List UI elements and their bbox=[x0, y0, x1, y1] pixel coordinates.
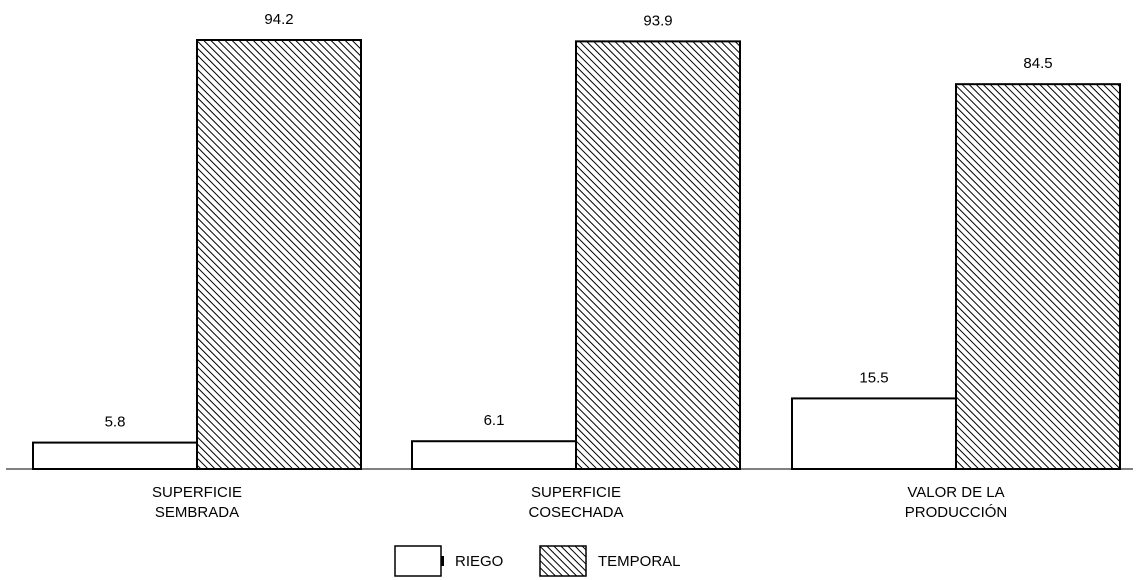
bars-group: 5.8 94.2 6.1 93.9 15.5 84.5 bbox=[32, 11, 1121, 471]
value-label-temporal-0: 94.2 bbox=[264, 11, 293, 28]
category-label-1-line-0: SUPERFICIE bbox=[531, 484, 621, 501]
value-label-riego-1: 6.1 bbox=[484, 412, 505, 429]
category-label-2-line-0: VALOR DE LA bbox=[907, 484, 1004, 501]
legend-swatch-temporal bbox=[539, 545, 587, 577]
category-label-0-line-0: SUPERFICIE bbox=[152, 484, 242, 501]
bar-temporal-2 bbox=[955, 83, 1121, 470]
value-label-temporal-1: 93.9 bbox=[643, 12, 672, 29]
legend-label-riego: RIEGO bbox=[455, 553, 503, 570]
category-label-2-line-1: PRODUCCIÓN bbox=[905, 504, 1008, 521]
legend-label-temporal: TEMPORAL bbox=[598, 553, 681, 570]
bar-riego-1 bbox=[411, 440, 577, 471]
value-label-temporal-2: 84.5 bbox=[1023, 55, 1052, 72]
legend: RIEGO TEMPORAL bbox=[394, 545, 681, 577]
value-label-riego-0: 5.8 bbox=[105, 414, 126, 431]
category-label-0-line-1: SEMBRADA bbox=[155, 504, 239, 521]
value-label-riego-2: 15.5 bbox=[859, 369, 888, 386]
bar-temporal-0 bbox=[196, 39, 362, 470]
bar-riego-2 bbox=[791, 397, 957, 470]
bar-temporal-1 bbox=[575, 40, 741, 470]
legend-swatch-tab-riego bbox=[441, 556, 444, 566]
bar-riego-0 bbox=[32, 441, 198, 471]
category-labels-group: SUPERFICIE SEMBRADA SUPERFICIE COSECHADA VAL… bbox=[152, 484, 1007, 521]
legend-swatch-riego bbox=[394, 545, 442, 577]
category-label-1-line-1: COSECHADA bbox=[528, 504, 623, 521]
